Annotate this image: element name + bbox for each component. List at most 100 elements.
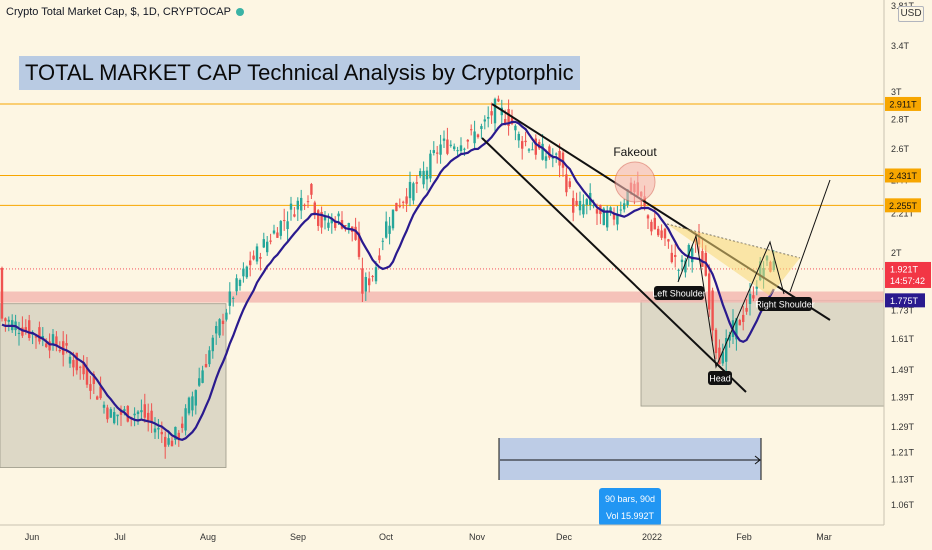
- annotation-fakeout: Fakeout: [613, 145, 657, 159]
- candle-body: [527, 149, 531, 151]
- candle-body: [602, 208, 605, 226]
- candle-body: [99, 386, 102, 399]
- candle-body: [405, 196, 408, 204]
- candle-body: [548, 146, 551, 158]
- candle-body: [555, 153, 558, 155]
- candle-body: [558, 150, 561, 166]
- time-tick: Dec: [556, 532, 573, 542]
- symbol-header: Crypto Total Market Cap, $, 1D, CRYPTOCA…: [6, 6, 244, 18]
- candle-body: [330, 218, 333, 224]
- range-measure-info: 90 bars, 90d Vol 15.992T: [599, 488, 661, 526]
- candle-body: [507, 109, 510, 126]
- candle-body: [41, 335, 44, 339]
- candle-body: [136, 411, 140, 415]
- level-tag-2: 2.255T: [889, 201, 918, 211]
- candle-body: [660, 230, 663, 238]
- candle-body: [402, 201, 405, 203]
- head-shoulders-outline: [677, 234, 785, 369]
- candle-body: [592, 204, 595, 207]
- candle-body: [575, 200, 578, 206]
- candle-body: [177, 432, 180, 438]
- candle-body: [415, 182, 418, 184]
- projection-line: [789, 179, 831, 293]
- ma-price-tag: 1.775T: [890, 296, 919, 306]
- candle-body: [4, 318, 7, 322]
- price-tick: 3T: [891, 87, 902, 97]
- candle-body: [677, 269, 680, 271]
- candle-body: [201, 370, 204, 383]
- candle-body: [680, 259, 684, 263]
- candle-body: [79, 366, 82, 368]
- candle-body: [259, 256, 262, 259]
- candle-body: [21, 327, 24, 336]
- candle-body: [242, 268, 245, 277]
- candle-body: [306, 201, 310, 203]
- chart-title: TOTAL MARKET CAP Technical Analysis by C…: [19, 56, 580, 90]
- annotation-right-shoulder-bg: [758, 297, 812, 311]
- candle-body: [459, 145, 463, 152]
- candle-body: [544, 156, 548, 161]
- candle-body: [38, 327, 41, 342]
- candle-body: [85, 367, 89, 385]
- candle-body: [561, 152, 565, 168]
- price-tick: 1.29T: [891, 422, 915, 432]
- candle-body: [684, 260, 687, 273]
- candle-body: [82, 362, 85, 375]
- candle-body: [140, 410, 143, 413]
- candle-body: [568, 181, 571, 187]
- candle-body: [378, 255, 381, 261]
- candle-body: [7, 319, 10, 322]
- wedge-triangle: [667, 224, 800, 296]
- fakeout-circle: [614, 161, 656, 203]
- candle-body: [272, 230, 276, 234]
- candle-body: [391, 209, 395, 229]
- price-tick: 3.4T: [891, 41, 910, 51]
- candle-body: [510, 117, 514, 125]
- candle-body: [123, 409, 126, 412]
- price-tick: 2T: [891, 248, 902, 258]
- candle-body: [531, 149, 534, 151]
- candle-body: [466, 139, 469, 142]
- candle-body: [286, 221, 289, 230]
- candle-body: [157, 427, 160, 430]
- candle-body: [436, 152, 439, 154]
- currency-scale-button[interactable]: USD: [898, 6, 924, 22]
- candle-body: [208, 350, 211, 365]
- candle-body: [24, 327, 27, 332]
- candle-body: [463, 148, 466, 150]
- level-tag-bg-2: [885, 198, 921, 213]
- level-tag-0: 2.911T: [889, 99, 917, 109]
- candle-body: [334, 221, 337, 228]
- candle-body: [119, 409, 123, 415]
- candle-body: [419, 171, 422, 177]
- level-tag-bg-0: [885, 96, 921, 111]
- zone-summer-range: [0, 303, 227, 468]
- candle-body: [748, 293, 752, 304]
- candle-body: [442, 138, 446, 141]
- candle-body: [68, 356, 72, 364]
- candle-body: [395, 202, 398, 212]
- candle-body: [670, 252, 673, 263]
- candle-body: [657, 228, 660, 236]
- candle-body: [96, 396, 99, 400]
- candle-body: [28, 320, 31, 338]
- price-tick: 1.61T: [891, 334, 915, 344]
- countdown-tag: 14:57:42: [890, 276, 925, 286]
- candle-body: [45, 343, 48, 347]
- candle-body: [255, 246, 259, 262]
- candle-body: [742, 314, 745, 322]
- candle-body: [317, 210, 320, 226]
- candle-body: [432, 150, 435, 153]
- candle-body: [354, 226, 357, 240]
- annotation-right-shoulder: Right Shoulder: [755, 297, 815, 311]
- candle-body: [215, 326, 218, 334]
- candle-body: [646, 215, 650, 219]
- candle-body: [133, 413, 136, 416]
- candle-body: [714, 329, 718, 354]
- candle-body: [487, 116, 490, 119]
- candle-body: [283, 220, 286, 222]
- candle-body: [616, 215, 619, 225]
- candle-body: [109, 409, 112, 418]
- candle-body: [160, 431, 163, 435]
